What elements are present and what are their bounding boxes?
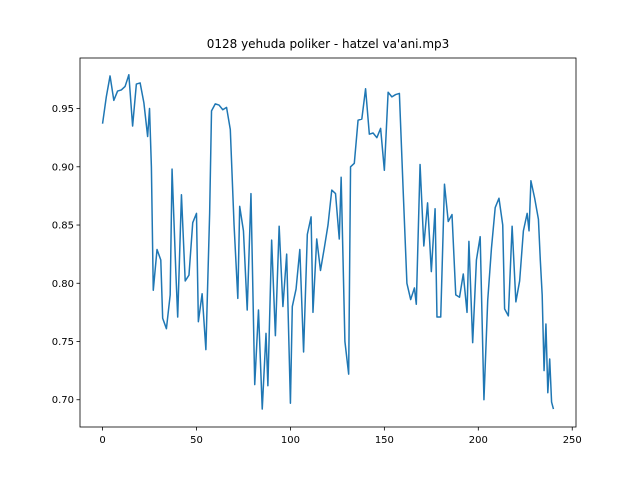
chart-title: 0128 yehuda poliker - hatzel va'ani.mp3 bbox=[207, 37, 450, 51]
y-tick-label: 0.90 bbox=[52, 162, 74, 173]
x-tick-label: 100 bbox=[281, 435, 300, 446]
x-tick-label: 250 bbox=[563, 435, 582, 446]
x-tick-label: 150 bbox=[375, 435, 394, 446]
y-tick-label: 0.75 bbox=[52, 337, 74, 348]
y-tick-label: 0.70 bbox=[52, 395, 74, 406]
x-tick-label: 0 bbox=[99, 435, 105, 446]
y-tick-label: 0.95 bbox=[52, 104, 74, 115]
x-tick-label: 50 bbox=[190, 435, 203, 446]
x-tick-label: 200 bbox=[469, 435, 488, 446]
line-series bbox=[101, 74, 555, 410]
plot-frame bbox=[79, 57, 577, 428]
y-tick-label: 0.85 bbox=[52, 221, 74, 232]
y-tick-label: 0.80 bbox=[52, 279, 74, 290]
